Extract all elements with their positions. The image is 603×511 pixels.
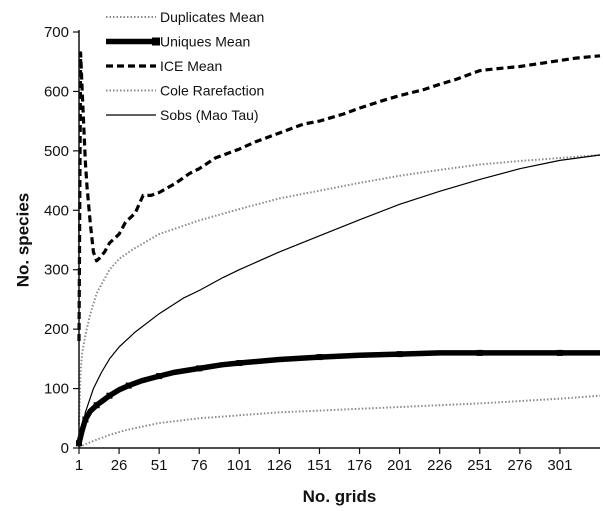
uniques-mean-point [236, 360, 243, 367]
uniques-mean-point [476, 349, 483, 356]
x-tick-label: 76 [191, 457, 208, 474]
series-line-duplicates-mean [78, 394, 601, 448]
series-line-uniques-mean [76, 350, 600, 444]
x-tick-label: 101 [227, 457, 252, 474]
series-line-sobs-mao-tau [78, 154, 601, 447]
x-ticks: 1 26 51 76 101 126 151 176 201 226 251 276 301 [75, 448, 572, 474]
y-tick-label: 300 [44, 262, 69, 279]
y-tick-label: 700 [44, 24, 69, 41]
plot-layer [76, 51, 601, 448]
x-tick-label: 301 [547, 457, 572, 474]
series-line-ice-mean [77, 51, 601, 342]
x-tick-label: 26 [111, 457, 128, 474]
x-tick-label: 51 [151, 457, 168, 474]
legend-label: Duplicates Mean [160, 9, 264, 25]
legend-label: Sobs (Mao Tau) [160, 107, 259, 123]
uniques-mean-point [106, 392, 113, 399]
y-tick-label: 400 [44, 202, 69, 219]
y-tick-label: 100 [44, 381, 69, 398]
uniques-mean-point [396, 351, 403, 358]
x-axis-title: No. grids [303, 487, 377, 506]
x-tick-label: 226 [427, 457, 452, 474]
y-ticks: 0 100 200 300 400 500 600 700 [44, 24, 79, 457]
x-tick-label: 151 [307, 457, 332, 474]
legend-label: Uniques Mean [160, 34, 250, 50]
x-tick-label: 251 [467, 457, 492, 474]
axes [78, 30, 600, 449]
x-tick-label: 1 [75, 457, 83, 474]
uniques-mean-point [125, 382, 132, 389]
y-tick-label: 600 [44, 83, 69, 100]
uniques-mean-point [82, 416, 89, 423]
uniques-mean-point [316, 354, 323, 361]
y-tick-label: 500 [44, 143, 69, 160]
y-axis-title: No. species [13, 193, 32, 288]
uniques-mean-point [556, 349, 563, 356]
y-tick-label: 0 [61, 440, 69, 457]
series-line-cole-rarefaction [78, 154, 601, 425]
uniques-mean-point [156, 373, 163, 380]
x-tick-label: 176 [347, 457, 372, 474]
legend: Duplicates Mean Uniques Mean ICE Mean Cole … [106, 9, 264, 123]
legend-marker [152, 37, 160, 46]
x-tick-label: 276 [507, 457, 532, 474]
y-tick-label: 200 [44, 321, 69, 338]
uniques-mean-point [196, 365, 203, 372]
x-tick-label: 126 [267, 457, 292, 474]
legend-label: ICE Mean [160, 58, 222, 74]
legend-label: Cole Rarefaction [160, 83, 264, 99]
uniques-mean-point [93, 402, 100, 409]
x-tick-label: 201 [387, 457, 412, 474]
